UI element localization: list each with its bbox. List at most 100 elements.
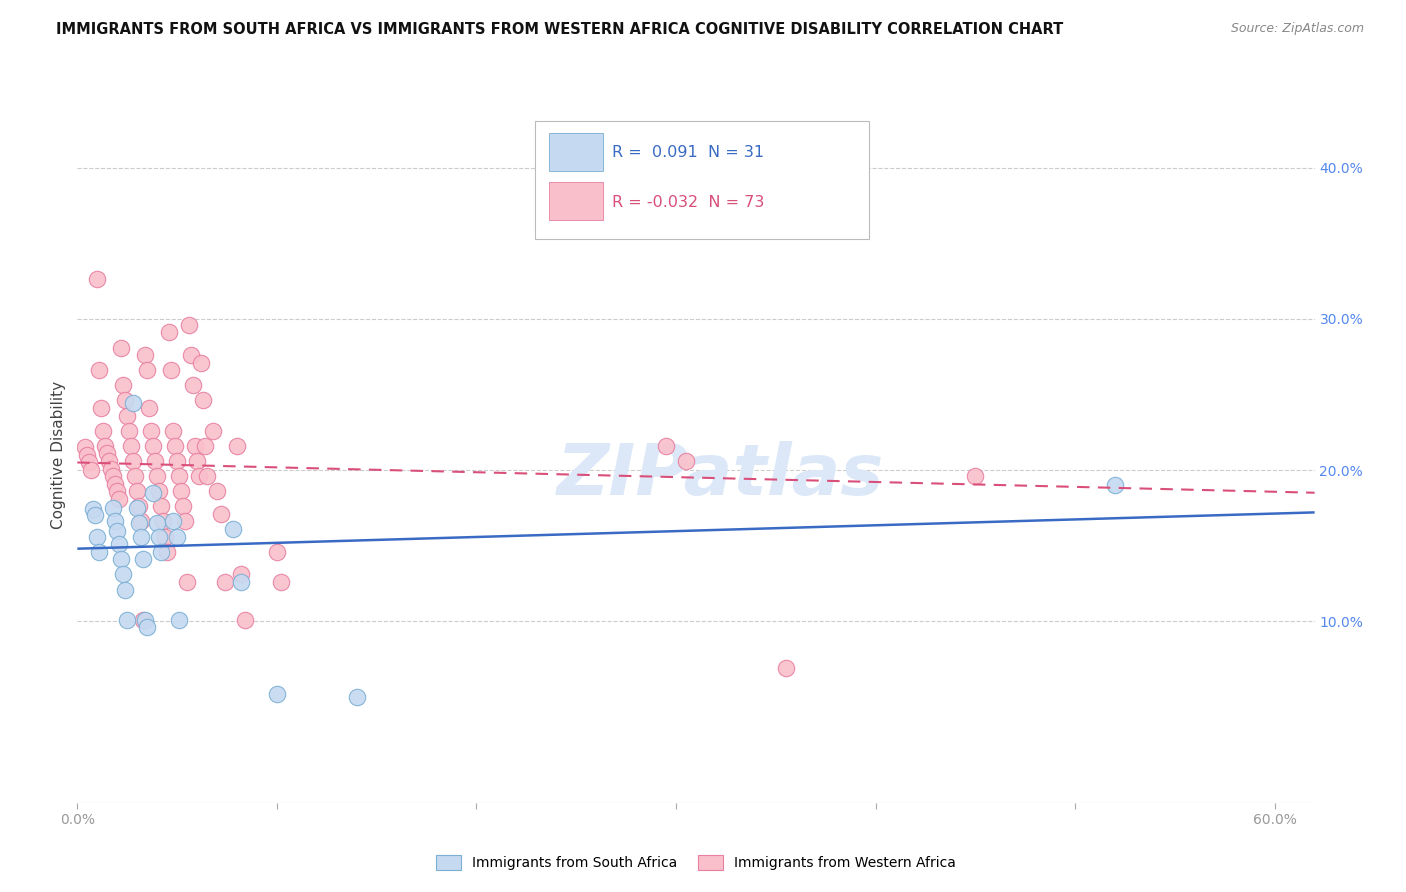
Text: IMMIGRANTS FROM SOUTH AFRICA VS IMMIGRANTS FROM WESTERN AFRICA COGNITIVE DISABIL: IMMIGRANTS FROM SOUTH AFRICA VS IMMIGRAN… bbox=[56, 22, 1063, 37]
Point bbox=[146, 516, 169, 530]
Point bbox=[965, 469, 987, 483]
Point bbox=[346, 690, 368, 704]
Point bbox=[150, 545, 173, 559]
Point bbox=[112, 378, 135, 392]
Point bbox=[103, 469, 125, 483]
Point bbox=[226, 439, 249, 453]
Point bbox=[132, 552, 155, 566]
Point bbox=[114, 582, 136, 597]
Point bbox=[150, 500, 173, 514]
FancyBboxPatch shape bbox=[548, 182, 603, 219]
Point bbox=[233, 613, 256, 627]
Point bbox=[176, 574, 198, 589]
Point bbox=[86, 530, 108, 544]
Point bbox=[157, 326, 180, 340]
Point bbox=[214, 574, 236, 589]
Point bbox=[122, 396, 145, 410]
Point bbox=[1104, 478, 1126, 492]
Point bbox=[655, 439, 678, 453]
Point bbox=[108, 537, 131, 551]
Point bbox=[165, 439, 187, 453]
Point bbox=[270, 574, 292, 589]
Point bbox=[188, 469, 211, 483]
Point bbox=[108, 491, 131, 506]
Point bbox=[86, 272, 108, 286]
Point bbox=[180, 348, 202, 362]
Point bbox=[120, 439, 142, 453]
Point bbox=[166, 454, 188, 468]
Point bbox=[205, 484, 228, 499]
Point bbox=[153, 530, 176, 544]
Point bbox=[91, 424, 114, 438]
Point bbox=[142, 485, 165, 500]
Point bbox=[174, 515, 197, 529]
Point bbox=[191, 393, 214, 408]
Point bbox=[190, 356, 212, 370]
Point bbox=[194, 439, 217, 453]
Point bbox=[118, 424, 141, 438]
Point bbox=[162, 515, 184, 529]
Point bbox=[266, 687, 288, 701]
Point bbox=[675, 454, 697, 468]
FancyBboxPatch shape bbox=[548, 134, 603, 171]
Point bbox=[181, 378, 204, 392]
Point bbox=[128, 516, 150, 530]
Point bbox=[90, 401, 112, 415]
Point bbox=[127, 500, 149, 515]
Point bbox=[75, 441, 97, 455]
Point bbox=[148, 484, 170, 499]
Point bbox=[132, 613, 155, 627]
Point bbox=[160, 363, 183, 377]
Point bbox=[115, 409, 138, 423]
Point bbox=[100, 461, 122, 475]
Point bbox=[170, 484, 193, 499]
Point bbox=[229, 567, 252, 582]
Point bbox=[84, 508, 107, 523]
Point bbox=[186, 454, 208, 468]
Point bbox=[122, 454, 145, 468]
Point bbox=[98, 454, 121, 468]
Point bbox=[143, 454, 166, 468]
Point bbox=[222, 522, 245, 536]
Point bbox=[114, 393, 136, 408]
Point bbox=[89, 363, 111, 377]
Point bbox=[166, 530, 188, 544]
Point bbox=[775, 661, 797, 675]
Point bbox=[148, 530, 170, 544]
Point bbox=[146, 469, 169, 483]
Point bbox=[115, 613, 138, 627]
Text: Source: ZipAtlas.com: Source: ZipAtlas.com bbox=[1230, 22, 1364, 36]
Text: R = -0.032  N = 73: R = -0.032 N = 73 bbox=[612, 194, 765, 210]
Y-axis label: Cognitive Disability: Cognitive Disability bbox=[51, 381, 66, 529]
Point bbox=[134, 348, 156, 362]
Point bbox=[229, 574, 252, 589]
Point bbox=[167, 613, 190, 627]
Point bbox=[89, 545, 111, 559]
Point bbox=[136, 363, 159, 377]
Point bbox=[105, 484, 128, 499]
Point bbox=[79, 455, 101, 469]
Point bbox=[110, 341, 132, 355]
Point bbox=[127, 484, 149, 499]
Point bbox=[110, 552, 132, 566]
Point bbox=[167, 469, 190, 483]
Point bbox=[177, 318, 200, 332]
Point bbox=[202, 424, 225, 438]
Point bbox=[105, 524, 128, 538]
Point bbox=[128, 500, 150, 514]
Point bbox=[141, 424, 163, 438]
Point bbox=[76, 448, 98, 462]
Point bbox=[172, 500, 194, 514]
Point bbox=[266, 545, 288, 559]
FancyBboxPatch shape bbox=[536, 121, 869, 239]
Point bbox=[138, 401, 160, 415]
Point bbox=[129, 515, 152, 529]
Point bbox=[94, 439, 117, 453]
Point bbox=[156, 545, 179, 559]
Point bbox=[195, 469, 218, 483]
Point bbox=[129, 530, 152, 544]
Text: ZIPatlas: ZIPatlas bbox=[557, 442, 884, 510]
Legend: Immigrants from South Africa, Immigrants from Western Africa: Immigrants from South Africa, Immigrants… bbox=[430, 849, 962, 876]
Point bbox=[209, 507, 232, 521]
Point bbox=[96, 446, 118, 460]
